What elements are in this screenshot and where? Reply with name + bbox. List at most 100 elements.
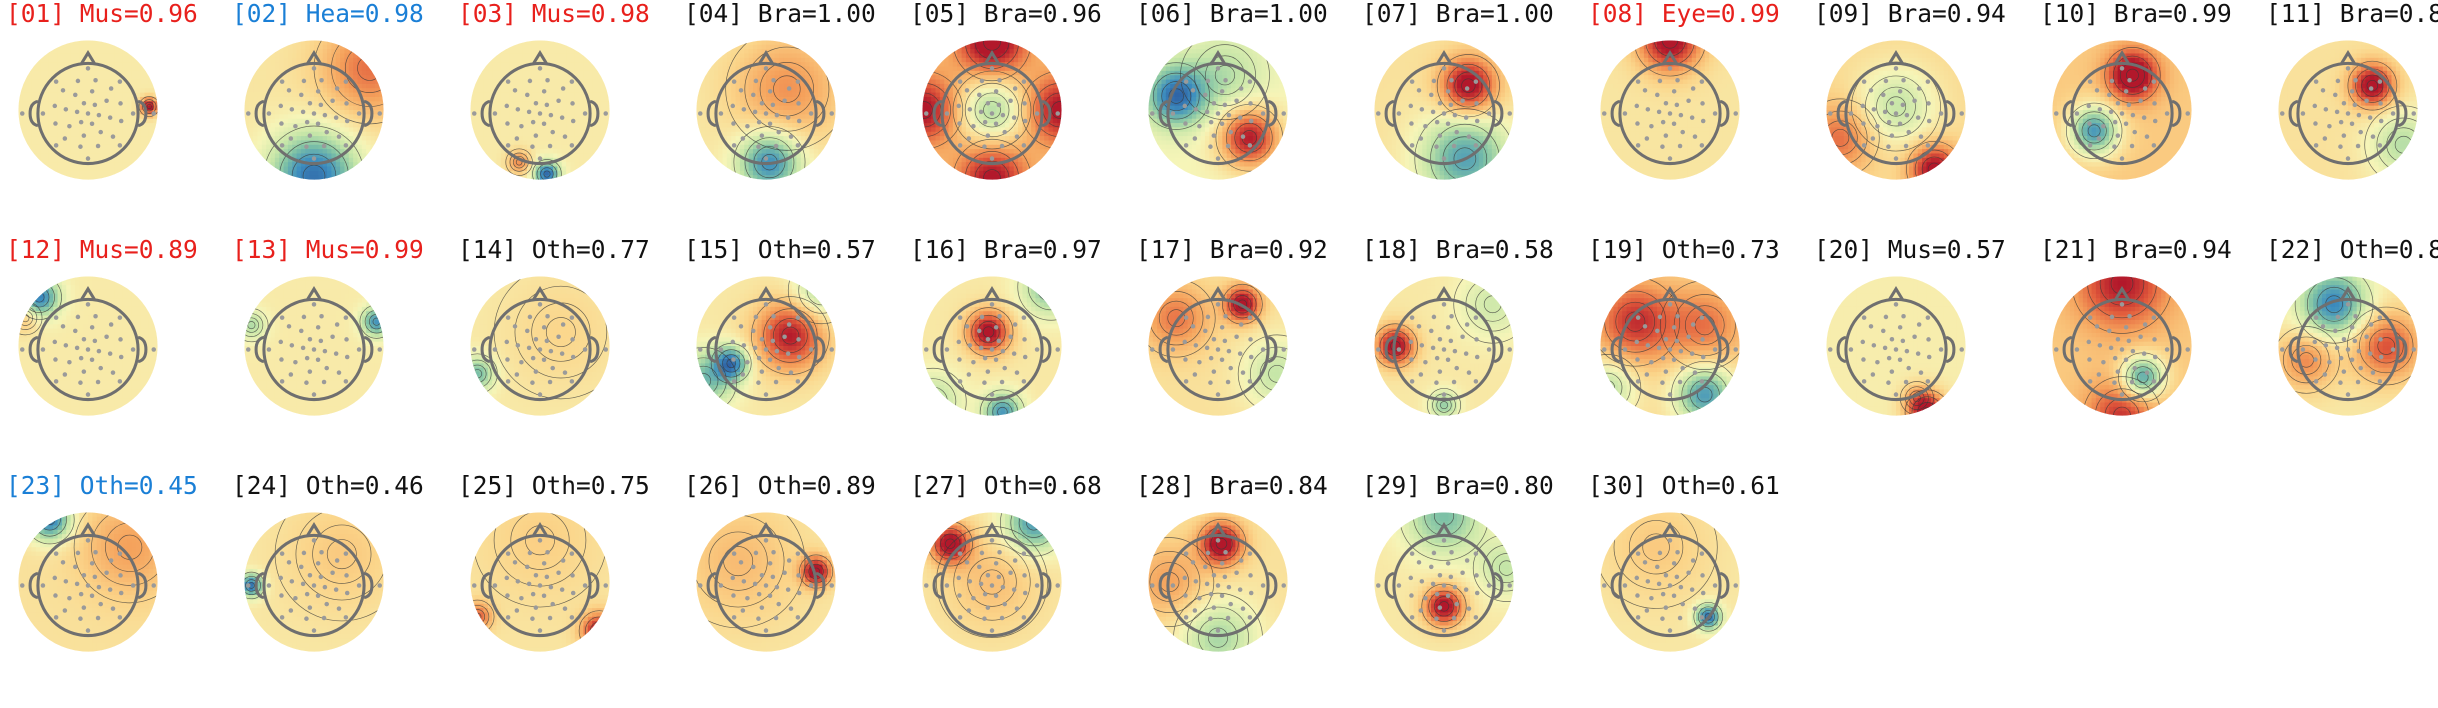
component-id: [26] [684,471,743,500]
topomap [1138,30,1298,190]
component-label: [06] Bra=1.00 [1136,0,1328,28]
component-id: [12] [6,235,65,264]
topomap [8,30,168,190]
component-11: [11] Bra=0.87 [2260,0,2438,236]
component-17: [17] Bra=0.92 [1130,236,1356,472]
component-label: [12] Mus=0.89 [6,236,198,264]
component-4: [04] Bra=1.00 [678,0,904,236]
component-26: [26] Oth=0.89 [678,472,904,708]
component-label: [27] Oth=0.68 [910,472,1102,500]
component-id: [25] [458,471,517,500]
component-id: [20] [1814,235,1873,264]
component-score: Oth=0.68 [984,471,1102,500]
component-1: [01] Mus=0.96 [0,0,226,236]
topomap [8,502,168,662]
component-label: [14] Oth=0.77 [458,236,650,264]
component-id: [29] [1362,471,1421,500]
component-2: [02] Hea=0.98 [226,0,452,236]
topomap [234,30,394,190]
component-label: [19] Oth=0.73 [1588,236,1780,264]
component-13: [13] Mus=0.99 [226,236,452,472]
component-score: Bra=1.00 [758,0,876,28]
component-id: [19] [1588,235,1647,264]
component-22: [22] Oth=0.84 [2260,236,2438,472]
topomap [1590,266,1750,426]
component-score: Bra=0.94 [1888,0,2006,28]
component-id: [02] [232,0,291,28]
topomap [2042,30,2202,190]
component-19: [19] Oth=0.73 [1582,236,1808,472]
component-score: Oth=0.89 [758,471,876,500]
component-label: [29] Bra=0.80 [1362,472,1554,500]
component-id: [30] [1588,471,1647,500]
component-id: [07] [1362,0,1421,28]
topomap [2268,266,2428,426]
topomap [460,502,620,662]
component-score: Hea=0.98 [306,0,424,28]
component-8: [08] Eye=0.99 [1582,0,1808,236]
component-score: Oth=0.46 [306,471,424,500]
component-id: [23] [6,471,65,500]
component-14: [14] Oth=0.77 [452,236,678,472]
component-label: [18] Bra=0.58 [1362,236,1554,264]
component-label: [09] Bra=0.94 [1814,0,2006,28]
component-id: [22] [2266,235,2325,264]
topomap [2268,30,2428,190]
topomap [460,30,620,190]
topomap [1138,502,1298,662]
component-label: [05] Bra=0.96 [910,0,1102,28]
topomap [234,502,394,662]
component-id: [03] [458,0,517,28]
component-id: [17] [1136,235,1195,264]
topomap [1816,266,1976,426]
component-score: Bra=1.00 [1436,0,1554,28]
topomap [1364,502,1524,662]
component-id: [18] [1362,235,1421,264]
component-12: [12] Mus=0.89 [0,236,226,472]
component-score: Mus=0.98 [532,0,650,28]
component-id: [28] [1136,471,1195,500]
component-score: Oth=0.75 [532,471,650,500]
component-5: [05] Bra=0.96 [904,0,1130,236]
topomap [1816,30,1976,190]
component-6: [06] Bra=1.00 [1130,0,1356,236]
topomap [234,266,394,426]
component-9: [09] Bra=0.94 [1808,0,2034,236]
topomap [912,266,1072,426]
component-score: Bra=1.00 [1210,0,1328,28]
component-id: [27] [910,471,969,500]
component-7: [07] Bra=1.00 [1356,0,1582,236]
component-label: [23] Oth=0.45 [6,472,198,500]
component-score: Bra=0.94 [2114,235,2232,264]
component-10: [10] Bra=0.99 [2034,0,2260,236]
topomap [686,30,846,190]
component-id: [05] [910,0,969,28]
component-score: Oth=0.73 [1662,235,1780,264]
component-id: [14] [458,235,517,264]
component-3: [03] Mus=0.98 [452,0,678,236]
component-label: [24] Oth=0.46 [232,472,424,500]
component-label: [13] Mus=0.99 [232,236,424,264]
component-label: [25] Oth=0.75 [458,472,650,500]
component-score: Oth=0.61 [1662,471,1780,500]
component-23: [23] Oth=0.45 [0,472,226,708]
component-score: Oth=0.84 [2340,235,2438,264]
component-id: [01] [6,0,65,28]
component-id: [24] [232,471,291,500]
component-30: [30] Oth=0.61 [1582,472,1808,708]
component-score: Bra=0.92 [1210,235,1328,264]
component-score: Mus=0.89 [80,235,198,264]
component-label: [15] Oth=0.57 [684,236,876,264]
component-28: [28] Bra=0.84 [1130,472,1356,708]
topomap [1364,30,1524,190]
component-27: [27] Oth=0.68 [904,472,1130,708]
component-label: [26] Oth=0.89 [684,472,876,500]
component-score: Bra=0.97 [984,235,1102,264]
component-label: [01] Mus=0.96 [6,0,198,28]
component-id: [06] [1136,0,1195,28]
component-id: [13] [232,235,291,264]
component-id: [11] [2266,0,2325,28]
component-label: [02] Hea=0.98 [232,0,424,28]
component-score: Mus=0.99 [306,235,424,264]
topomap [1138,266,1298,426]
